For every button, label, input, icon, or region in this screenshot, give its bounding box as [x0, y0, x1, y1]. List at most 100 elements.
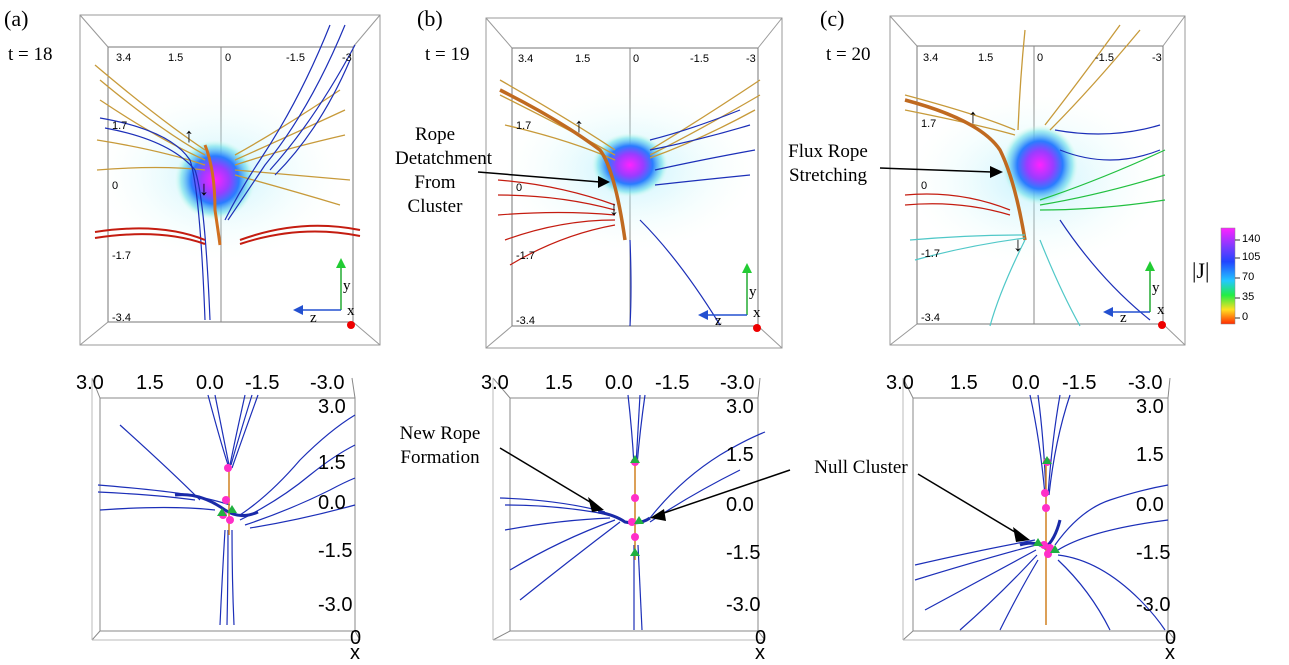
time-label-b: t = 19	[425, 44, 470, 65]
tick-z-c-1: 1.5	[978, 52, 994, 64]
arrow-down-b: ↓	[609, 198, 619, 220]
tick-y-b-3: -3.4	[516, 315, 535, 327]
annotation-new-rope: New Rope Formation	[399, 423, 481, 468]
btick-right-c-3: -1.5	[1136, 542, 1171, 564]
panel-b-2d	[492, 377, 766, 641]
colorbar-tick-4: 0	[1242, 311, 1249, 323]
btick-right-b-0: 3.0	[726, 396, 754, 418]
colorbar-tick-0: 140	[1242, 233, 1261, 245]
annotation-arrow-null-b	[657, 469, 791, 516]
annotation-flux-rope: Flux Rope Stretching	[788, 141, 868, 186]
tick-y-c-0: 1.7	[921, 118, 937, 130]
btick-top-c-2: 0.0	[1012, 372, 1040, 394]
axis-name-z-b: z	[715, 313, 722, 329]
btick-top-c-1: 1.5	[950, 372, 978, 394]
tick-y-b-2: -1.7	[516, 250, 535, 262]
tick-z-c-0: 3.4	[923, 52, 939, 64]
annotation-arrow-rope	[477, 171, 601, 183]
btick-right-a-2: 0.0	[318, 492, 346, 514]
btick-right-c-1: 1.5	[1136, 444, 1164, 466]
tick-z-a-2: 0	[225, 52, 232, 64]
axis-x-c: x	[1165, 642, 1175, 664]
panel-a-2d	[91, 377, 361, 641]
panel-c-3d	[889, 15, 1186, 346]
colorbar-tick-3: 35	[1242, 291, 1255, 303]
time-label-a: t = 18	[8, 44, 53, 65]
tick-y-c-2: -1.7	[921, 248, 940, 260]
tick-z-c-2: 0	[1037, 52, 1044, 64]
annotation-arrow-flux	[879, 167, 993, 173]
btick-right-b-1: 1.5	[726, 444, 754, 466]
tick-y-b-0: 1.7	[516, 120, 532, 132]
btick-top-c-0: 3.0	[886, 372, 914, 394]
arrow-down-c: ↓	[1013, 234, 1023, 256]
panel-label-a: (a)	[4, 6, 29, 31]
btick-right-b-2: 0.0	[726, 494, 754, 516]
time-label-c: t = 20	[826, 44, 871, 65]
colorbar-title: |J|	[1192, 258, 1210, 283]
tick-y-a-2: -1.7	[112, 250, 131, 262]
tick-z-b-3: -1.5	[690, 53, 709, 65]
btick-top-b-2: 0.0	[605, 372, 633, 394]
btick-right-a-1: 1.5	[318, 452, 346, 474]
panel-a-3d	[79, 14, 381, 346]
btick-top-a-4: -3.0	[310, 372, 345, 394]
arrow-up-a: ↑	[184, 125, 194, 147]
colorbar	[1220, 227, 1240, 325]
axis-name-x-b: x	[753, 305, 761, 321]
tick-z-c-3: -1.5	[1095, 52, 1114, 64]
tick-z-b-2: 0	[633, 53, 640, 65]
btick-top-b-0: 3.0	[481, 372, 509, 394]
btick-top-c-4: -3.0	[1128, 372, 1163, 394]
axis-x-a: x	[350, 642, 360, 664]
tick-z-b-4: -3	[746, 53, 756, 65]
arrow-down-a: ↓	[199, 178, 209, 200]
tick-z-b-0: 3.4	[518, 53, 534, 65]
btick-right-c-2: 0.0	[1136, 494, 1164, 516]
axis-name-z-c: z	[1120, 310, 1127, 326]
colorbar-tick-2: 70	[1242, 271, 1255, 283]
panel-label-c: (c)	[820, 6, 845, 31]
axis-name-y-b: y	[749, 284, 757, 300]
axis-x-b: x	[755, 642, 765, 664]
btick-top-a-0: 3.0	[76, 372, 104, 394]
arrow-up-b: ↑	[574, 115, 584, 137]
btick-top-a-1: 1.5	[136, 372, 164, 394]
axis-name-y-c: y	[1152, 280, 1160, 296]
btick-right-c-4: -3.0	[1136, 594, 1171, 616]
tick-y-a-1: 0	[112, 180, 119, 192]
btick-top-b-1: 1.5	[545, 372, 573, 394]
colorbar-tick-1: 105	[1242, 251, 1261, 263]
btick-right-b-3: -1.5	[726, 542, 761, 564]
tick-z-c-4: -3	[1152, 52, 1162, 64]
annotation-rope-detachment: Rope Detatchment From Cluster	[395, 124, 493, 217]
btick-right-a-0: 3.0	[318, 396, 346, 418]
btick-right-a-4: -3.0	[318, 594, 353, 616]
arrow-up-c: ↑	[968, 106, 978, 128]
btick-top-b-3: -1.5	[655, 372, 690, 394]
corner-0-a: 0	[350, 627, 362, 649]
panel-label-b: (b)	[417, 6, 443, 31]
tick-y-c-1: 0	[921, 180, 928, 192]
tick-z-a-3: -1.5	[286, 52, 305, 64]
btick-top-b-4: -3.0	[720, 372, 755, 394]
annotation-arrow-new-rope	[499, 447, 596, 506]
panel-c-2d	[902, 377, 1176, 641]
btick-right-a-3: -1.5	[318, 540, 353, 562]
btick-top-a-3: -1.5	[245, 372, 280, 394]
axis-name-z-a: z	[310, 310, 317, 326]
corner-0-b: 0	[755, 627, 767, 649]
btick-top-a-2: 0.0	[196, 372, 224, 394]
tick-z-a-0: 3.4	[116, 52, 132, 64]
panel-b-3d	[485, 17, 783, 349]
annotation-null-cluster: Null Cluster	[814, 457, 908, 478]
axis-name-y-a: y	[343, 278, 351, 294]
tick-y-a-0: 1.7	[112, 120, 128, 132]
axis-name-x-c: x	[1157, 302, 1165, 318]
tick-y-b-1: 0	[516, 182, 523, 194]
tick-z-a-1: 1.5	[168, 52, 184, 64]
tick-z-a-4: -3	[342, 52, 352, 64]
tick-y-a-3: -3.4	[112, 312, 131, 324]
btick-right-b-4: -3.0	[726, 594, 761, 616]
